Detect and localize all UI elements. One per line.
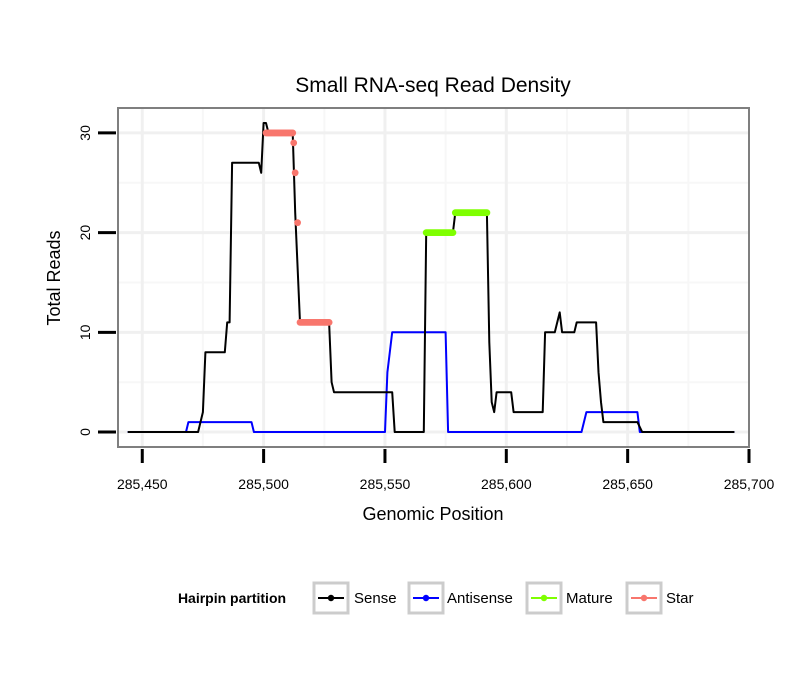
legend-key-point [327,594,335,602]
data-point [289,129,297,137]
chart-title: Small RNA-seq Read Density [295,74,571,97]
legend-label: Sense [354,590,397,607]
series-line-sense [127,122,735,433]
series-layer [127,122,735,433]
x-tick-label: 285,600 [481,476,532,492]
legend-item-sense: Sense [312,581,397,615]
legend: Hairpin partition Sense Antisense Mature St… [178,581,694,615]
data-point [290,139,298,147]
legend-item-antisense: Antisense [407,581,513,615]
y-axis-title: Total Reads [44,230,64,325]
y-tick-label: 30 [77,125,93,141]
x-tick-label: 285,500 [238,476,289,492]
legend-key-point [540,594,548,602]
legend-key-point [640,594,648,602]
data-point [449,229,457,237]
series-points-mature [422,209,491,237]
data-point [294,219,301,227]
data-point [325,318,333,326]
y-tick-label: 20 [77,225,93,241]
legend-label: Mature [566,590,613,607]
legend-item-mature: Mature [525,581,613,615]
data-point [483,209,491,217]
x-tick-label: 285,550 [360,476,411,492]
y-tick-label: 10 [77,324,93,340]
x-axis-title: Genomic Position [362,504,503,524]
plot-panel-border [117,107,750,448]
axes: 285,450 285,500 285,550 285,600 285,650 285,7… [77,125,775,492]
legend-label: Antisense [447,590,513,607]
series-line-antisense [127,331,735,433]
y-tick-label: 0 [77,428,93,436]
x-tick-label: 285,700 [724,476,775,492]
grid [118,108,749,447]
x-tick-label: 285,450 [117,476,168,492]
legend-key-point [422,594,430,602]
legend-item-star: Star [625,581,694,615]
legend-title: Hairpin partition [178,590,286,606]
series-points-star [262,129,333,326]
legend-label: Star [666,590,694,607]
data-point [291,169,299,177]
x-tick-label: 285,650 [602,476,653,492]
